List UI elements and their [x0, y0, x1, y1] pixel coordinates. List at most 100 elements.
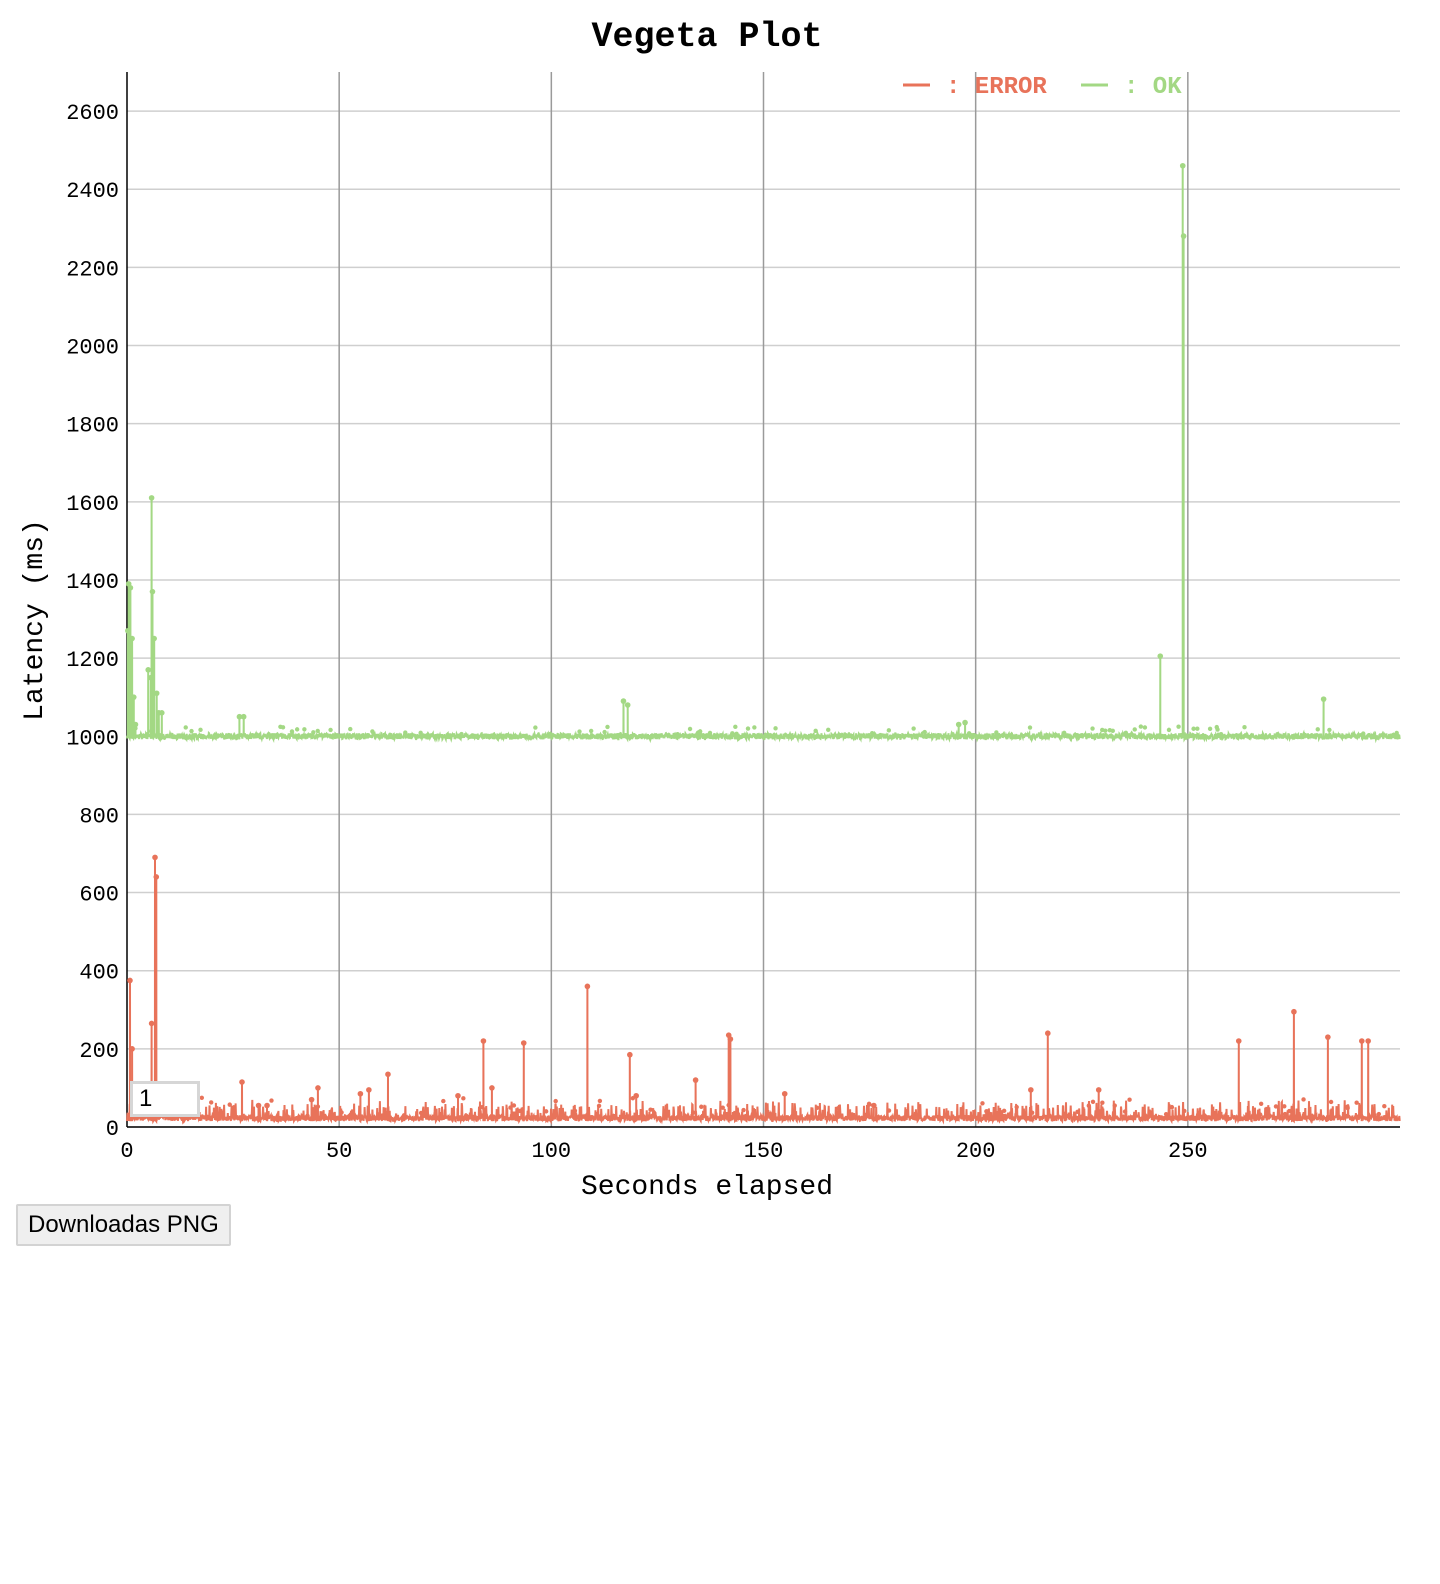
ok-scatter-point	[1361, 731, 1366, 736]
error-scatter-point	[315, 1104, 321, 1109]
error-spike-point	[633, 1092, 639, 1099]
error-spike-point	[264, 1102, 270, 1109]
ok-spike-point	[151, 635, 157, 642]
x-tick-label: 50	[326, 1139, 352, 1164]
ok-scatter-point	[922, 729, 927, 735]
range-selector-input[interactable]: 1	[130, 1081, 200, 1117]
ok-spike-point	[158, 710, 165, 716]
ok-scatter-point	[734, 731, 739, 736]
error-scatter-point	[1014, 1104, 1019, 1110]
error-scatter-point	[1090, 1099, 1096, 1104]
error-spike-point	[385, 1071, 391, 1078]
error-scatter-point	[1382, 1103, 1387, 1109]
error-spike-point	[152, 854, 158, 861]
error-spike-point	[1291, 1008, 1297, 1015]
y-tick-label: 2200	[66, 257, 119, 282]
error-scatter-point	[1301, 1097, 1306, 1102]
ok-scatter-point	[1218, 731, 1224, 737]
error-scatter-point	[984, 1109, 989, 1114]
error-scatter-point	[441, 1098, 446, 1104]
error-scatter-point	[1273, 1104, 1279, 1109]
error-scatter-point	[980, 1101, 985, 1106]
error-spike-point	[366, 1087, 372, 1093]
ok-spike-point	[1320, 696, 1327, 702]
error-spike-point	[239, 1079, 245, 1085]
ok-scatter-point	[773, 726, 778, 731]
error-scatter-point	[597, 1098, 603, 1104]
error-series-line	[126, 857, 1401, 1125]
ok-scatter-point	[695, 730, 701, 735]
error-scatter-point	[508, 1105, 513, 1110]
ok-spike-point	[153, 690, 160, 697]
ok-spike-point	[130, 694, 137, 700]
error-scatter-point	[726, 1102, 731, 1108]
ok-spike-point	[236, 713, 243, 720]
ok-spike-point	[1179, 162, 1186, 169]
ok-scatter-point	[1242, 725, 1247, 730]
error-scatter-point	[1345, 1104, 1350, 1109]
error-spike-point	[1365, 1038, 1371, 1044]
legend-ok-label: : OK	[1124, 74, 1182, 101]
ok-spike-point	[145, 667, 152, 673]
error-scatter-point	[1100, 1100, 1105, 1105]
error-spike-point	[255, 1102, 262, 1109]
ok-scatter-point	[418, 730, 423, 736]
ok-scatter-point	[1327, 727, 1332, 733]
ok-scatter-point	[1132, 727, 1137, 732]
error-scatter-point	[1127, 1097, 1132, 1102]
error-scatter-point	[1163, 1111, 1169, 1117]
error-spike-point	[148, 1020, 155, 1027]
error-spike-point	[1325, 1034, 1331, 1040]
ok-spike-point	[148, 495, 155, 501]
error-spike-point	[357, 1090, 364, 1097]
error-scatter-point	[741, 1107, 746, 1113]
x-tick-label: 150	[744, 1139, 784, 1164]
ok-scatter-point	[1215, 727, 1220, 732]
y-tick-label: 600	[79, 883, 119, 908]
error-scatter-point	[1029, 1110, 1035, 1115]
error-spike-point	[315, 1085, 321, 1091]
error-scatter-point	[1287, 1108, 1292, 1114]
error-scatter-point	[1001, 1108, 1007, 1114]
error-scatter-point	[1255, 1114, 1260, 1120]
error-spike-point	[153, 874, 160, 880]
x-axis-label: Seconds elapsed	[581, 1172, 833, 1203]
y-tick-label: 1000	[66, 726, 119, 751]
ok-scatter-point	[730, 731, 735, 736]
error-spike-point	[489, 1085, 495, 1091]
ok-spike-point	[962, 719, 968, 726]
grid-lines	[127, 72, 1400, 1128]
download-png-button[interactable]: Downloadas PNG	[16, 1204, 231, 1246]
ok-scatter-point	[826, 727, 831, 733]
ok-scatter-point	[1142, 725, 1148, 730]
chart-title: Vegeta Plot	[591, 17, 822, 57]
error-spike-point	[781, 1090, 788, 1097]
error-scatter-point	[1086, 1103, 1092, 1108]
ok-scatter-point	[533, 725, 538, 730]
ok-scatter-point	[733, 724, 738, 730]
ok-scatter-point	[752, 725, 757, 730]
error-scatter-point	[418, 1110, 424, 1116]
error-scatter-point	[867, 1102, 872, 1107]
ok-scatter-point	[198, 727, 203, 733]
ok-spike-point	[1157, 653, 1164, 659]
error-spike-point	[1235, 1038, 1242, 1044]
y-tick-label: 200	[79, 1039, 119, 1064]
error-scatter-point	[1282, 1111, 1288, 1117]
ok-scatter-point	[687, 726, 693, 732]
ok-scatter-point	[348, 726, 353, 732]
error-scatter-point	[849, 1112, 855, 1117]
axes: 0200400600800100012001400160018002000220…	[66, 72, 1400, 1164]
ok-scatter-point	[1394, 730, 1399, 736]
error-series	[126, 854, 1401, 1125]
ok-series	[125, 162, 1401, 744]
error-spike-point	[1045, 1030, 1051, 1037]
error-scatter-point	[208, 1100, 214, 1105]
error-scatter-point	[1344, 1113, 1350, 1119]
y-tick-label: 2600	[66, 101, 119, 126]
ok-scatter-point	[1195, 726, 1200, 731]
error-scatter-point	[479, 1105, 485, 1110]
error-scatter-point	[1354, 1100, 1359, 1105]
error-spike-point	[455, 1092, 461, 1099]
